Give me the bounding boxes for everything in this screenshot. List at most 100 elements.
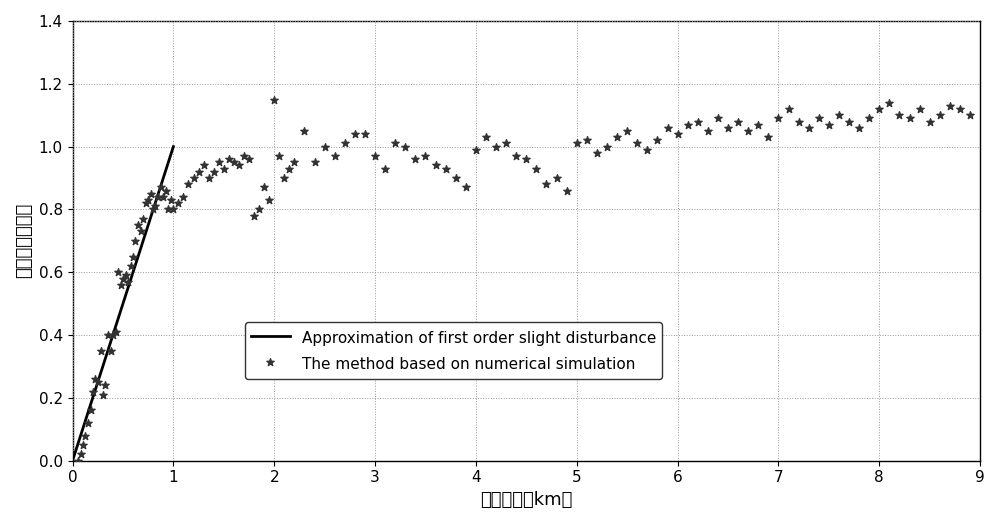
The method based on numerical simulation — [163, 196, 179, 204]
The method based on numerical simulation — [87, 375, 103, 383]
The method based on numerical simulation — [770, 114, 786, 123]
The method based on numerical simulation — [125, 253, 141, 261]
The method based on numerical simulation — [730, 117, 746, 126]
The method based on numerical simulation — [201, 174, 217, 182]
The method based on numerical simulation — [649, 136, 665, 145]
The method based on numerical simulation — [317, 143, 333, 151]
The method based on numerical simulation — [145, 205, 161, 214]
The method based on numerical simulation — [488, 143, 504, 151]
The method based on numerical simulation — [186, 174, 202, 182]
The method based on numerical simulation — [347, 130, 363, 138]
The method based on numerical simulation — [281, 165, 297, 173]
The method based on numerical simulation — [851, 124, 867, 132]
The method based on numerical simulation — [801, 124, 817, 132]
The method based on numerical simulation — [115, 275, 131, 283]
The method based on numerical simulation — [140, 196, 156, 204]
The method based on numerical simulation — [73, 450, 89, 458]
The method based on numerical simulation — [619, 127, 635, 135]
The method based on numerical simulation — [609, 133, 625, 141]
The method based on numerical simulation — [216, 165, 232, 173]
The method based on numerical simulation — [498, 139, 514, 148]
X-axis label: 光学厚度（km）: 光学厚度（km） — [480, 491, 573, 509]
The method based on numerical simulation — [113, 281, 129, 289]
Approximation of first order slight disturbance — [167, 144, 179, 150]
The method based on numerical simulation — [781, 105, 797, 113]
The method based on numerical simulation — [690, 117, 706, 126]
The method based on numerical simulation — [962, 111, 978, 119]
The method based on numerical simulation — [251, 205, 267, 214]
The method based on numerical simulation — [75, 441, 91, 449]
The method based on numerical simulation — [891, 111, 907, 119]
The method based on numerical simulation — [241, 155, 257, 163]
The method based on numerical simulation — [760, 133, 776, 141]
The method based on numerical simulation — [569, 139, 585, 148]
The method based on numerical simulation — [180, 180, 196, 189]
The method based on numerical simulation — [579, 136, 595, 145]
The method based on numerical simulation — [720, 124, 736, 132]
The method based on numerical simulation — [357, 130, 373, 138]
The method based on numerical simulation — [438, 165, 454, 173]
The method based on numerical simulation — [417, 152, 433, 160]
The method based on numerical simulation — [150, 193, 166, 201]
Legend: Approximation of first order slight disturbance, The method based on numerical s: Approximation of first order slight dist… — [245, 322, 662, 379]
The method based on numerical simulation — [458, 183, 474, 192]
The method based on numerical simulation — [660, 124, 676, 132]
The method based on numerical simulation — [138, 199, 154, 208]
The method based on numerical simulation — [387, 139, 403, 148]
The method based on numerical simulation — [680, 121, 696, 129]
Approximation of first order slight disturbance — [67, 457, 79, 464]
The method based on numerical simulation — [952, 105, 968, 113]
The method based on numerical simulation — [599, 143, 615, 151]
The method based on numerical simulation — [549, 174, 565, 182]
The method based on numerical simulation — [221, 155, 237, 163]
The method based on numerical simulation — [942, 102, 958, 110]
The method based on numerical simulation — [246, 212, 262, 220]
The method based on numerical simulation — [871, 105, 887, 113]
The method based on numerical simulation — [80, 419, 96, 427]
The method based on numerical simulation — [881, 99, 897, 107]
The method based on numerical simulation — [147, 202, 163, 211]
The method based on numerical simulation — [95, 390, 111, 399]
The method based on numerical simulation — [629, 139, 645, 148]
The method based on numerical simulation — [508, 152, 524, 160]
The method based on numerical simulation — [902, 114, 918, 123]
The method based on numerical simulation — [83, 406, 99, 414]
The method based on numerical simulation — [478, 133, 494, 141]
The method based on numerical simulation — [528, 165, 544, 173]
The method based on numerical simulation — [271, 152, 287, 160]
The method based on numerical simulation — [276, 174, 292, 182]
The method based on numerical simulation — [296, 127, 312, 135]
The method based on numerical simulation — [700, 127, 716, 135]
The method based on numerical simulation — [861, 114, 877, 123]
The method based on numerical simulation — [211, 158, 227, 167]
The method based on numerical simulation — [448, 174, 464, 182]
The method based on numerical simulation — [135, 215, 151, 223]
The method based on numerical simulation — [175, 193, 191, 201]
The method based on numerical simulation — [589, 149, 605, 157]
The method based on numerical simulation — [559, 187, 575, 195]
Y-axis label: 归一化闪烁指数: 归一化闪烁指数 — [15, 203, 33, 278]
The method based on numerical simulation — [165, 205, 181, 214]
The method based on numerical simulation — [428, 161, 444, 170]
The method based on numerical simulation — [811, 114, 827, 123]
The method based on numerical simulation — [831, 111, 847, 119]
The method based on numerical simulation — [750, 121, 766, 129]
The method based on numerical simulation — [518, 155, 534, 163]
The method based on numerical simulation — [110, 268, 126, 277]
The method based on numerical simulation — [90, 378, 106, 386]
The method based on numerical simulation — [155, 193, 171, 201]
The method based on numerical simulation — [407, 155, 423, 163]
The method based on numerical simulation — [397, 143, 413, 151]
The method based on numerical simulation — [130, 221, 146, 230]
The method based on numerical simulation — [103, 346, 119, 355]
The method based on numerical simulation — [710, 114, 726, 123]
The method based on numerical simulation — [206, 168, 222, 176]
The method based on numerical simulation — [791, 117, 807, 126]
The method based on numerical simulation — [337, 139, 353, 148]
The method based on numerical simulation — [261, 196, 277, 204]
The method based on numerical simulation — [231, 161, 247, 170]
The method based on numerical simulation — [307, 158, 323, 167]
The method based on numerical simulation — [740, 127, 756, 135]
The method based on numerical simulation — [127, 237, 143, 245]
The method based on numerical simulation — [97, 381, 113, 389]
